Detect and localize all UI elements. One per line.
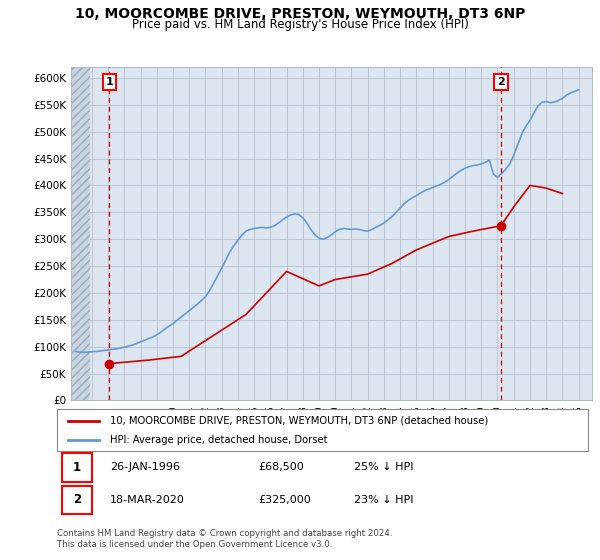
Text: £68,500: £68,500 — [259, 463, 305, 473]
FancyBboxPatch shape — [62, 453, 92, 482]
FancyBboxPatch shape — [62, 486, 92, 514]
Text: 2: 2 — [497, 77, 505, 87]
Text: 23% ↓ HPI: 23% ↓ HPI — [355, 495, 414, 505]
Text: 26-JAN-1996: 26-JAN-1996 — [110, 463, 180, 473]
Text: 18-MAR-2020: 18-MAR-2020 — [110, 495, 185, 505]
Text: HPI: Average price, detached house, Dorset: HPI: Average price, detached house, Dors… — [110, 435, 328, 445]
Bar — [71, 67, 90, 400]
Text: £325,000: £325,000 — [259, 495, 311, 505]
Text: 2: 2 — [73, 493, 81, 506]
Text: 25% ↓ HPI: 25% ↓ HPI — [355, 463, 414, 473]
Text: 1: 1 — [73, 461, 81, 474]
FancyBboxPatch shape — [57, 409, 588, 451]
Text: Price paid vs. HM Land Registry's House Price Index (HPI): Price paid vs. HM Land Registry's House … — [131, 18, 469, 31]
Text: 10, MOORCOMBE DRIVE, PRESTON, WEYMOUTH, DT3 6NP: 10, MOORCOMBE DRIVE, PRESTON, WEYMOUTH, … — [75, 7, 525, 21]
Text: 1: 1 — [106, 77, 113, 87]
Text: 10, MOORCOMBE DRIVE, PRESTON, WEYMOUTH, DT3 6NP (detached house): 10, MOORCOMBE DRIVE, PRESTON, WEYMOUTH, … — [110, 416, 488, 426]
Text: Contains HM Land Registry data © Crown copyright and database right 2024.
This d: Contains HM Land Registry data © Crown c… — [57, 529, 392, 549]
